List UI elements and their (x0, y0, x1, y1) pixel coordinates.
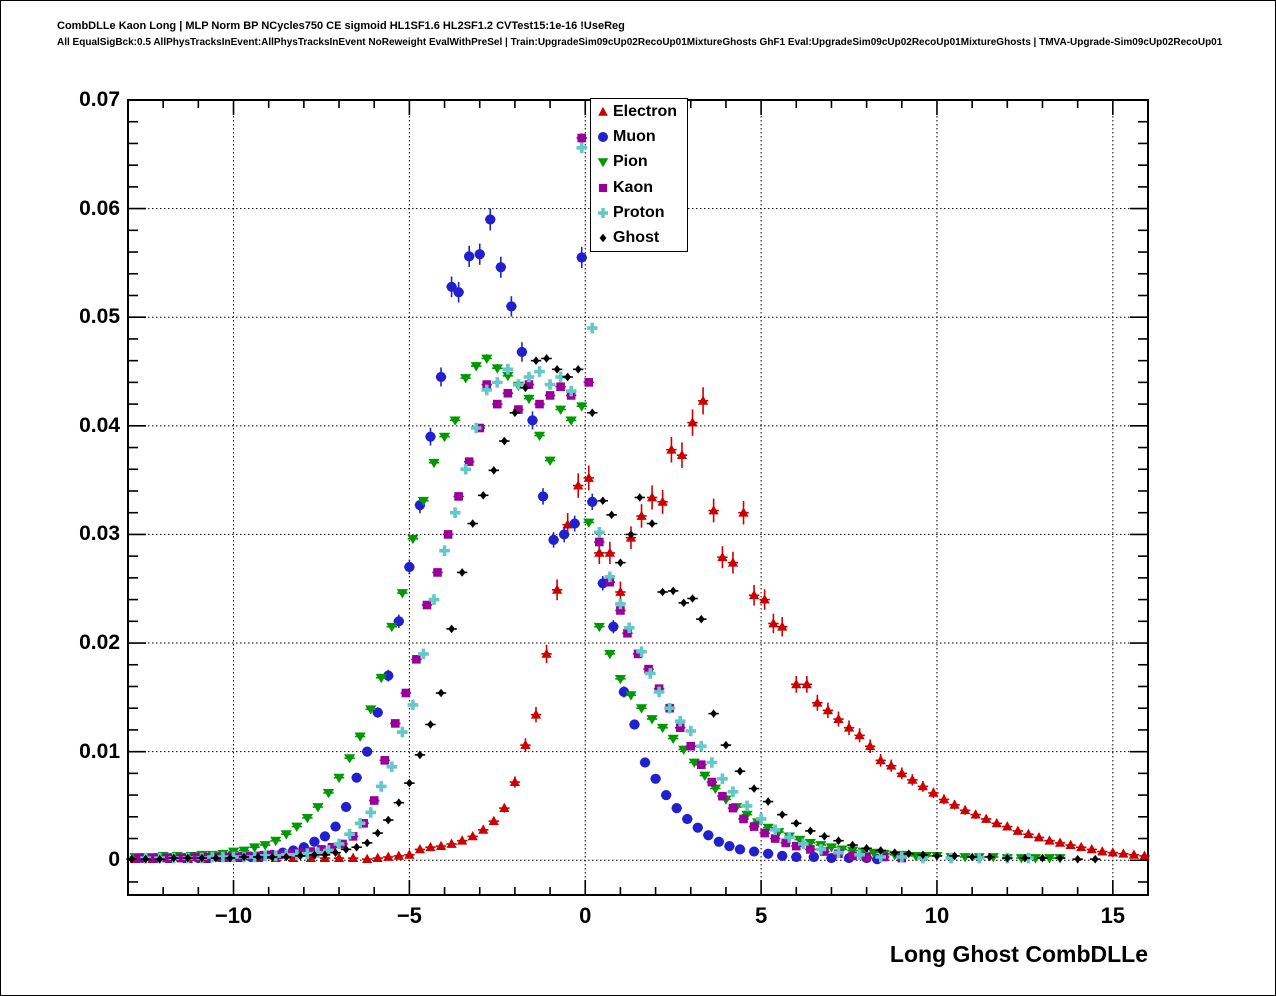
plot-title-line1: CombDLLe Kaon Long | MLP Norm BP NCycles… (57, 20, 625, 32)
y-tick-label: 0.06 (79, 196, 120, 220)
ghost-marker-icon (599, 233, 607, 243)
x-tick-label: −10 (214, 903, 253, 928)
x-tick-label: −5 (396, 903, 422, 928)
legend-label: Electron (613, 102, 678, 120)
legend-item-muon: Muon (591, 124, 687, 149)
series-electron (129, 387, 1150, 864)
legend-item-ghost: Ghost (591, 226, 687, 251)
series-kaon (133, 133, 907, 863)
muon-marker-icon (598, 131, 608, 142)
legend-label: Ghost (613, 229, 660, 247)
legend-box: Electron Muon Pion Kaon Proton Ghost (590, 98, 688, 252)
y-tick-label: 0 (108, 848, 120, 872)
y-tick-label: 0.05 (79, 305, 120, 329)
proton-marker-icon (597, 207, 609, 219)
legend-item-electron: Electron (591, 99, 687, 124)
plot-title-line2: All EqualSigBck:0.5 AllPhysTracksInEvent… (57, 37, 1223, 48)
y-tick-label: 0.02 (79, 631, 120, 655)
y-tick-label: 0.03 (79, 522, 120, 546)
series-muon (136, 208, 883, 865)
legend-item-kaon: Kaon (591, 175, 687, 200)
y-tick-label: 0.07 (79, 88, 120, 111)
series-proton (140, 142, 1034, 864)
x-tick-label: 5 (754, 903, 768, 928)
legend-label: Proton (613, 203, 665, 221)
series-ghost (126, 354, 1101, 864)
legend-label: Kaon (613, 178, 653, 196)
legend-label: Pion (613, 153, 648, 171)
x-tick-label: 15 (1100, 903, 1126, 928)
y-tick-label: 0.01 (79, 739, 120, 763)
pion-marker-icon (597, 158, 609, 168)
legend-label: Muon (613, 127, 656, 145)
x-axis-title: Long Ghost CombDLLe (889, 941, 1148, 967)
x-tick-label: 0 (579, 903, 592, 928)
kaon-marker-icon (598, 183, 608, 192)
electron-marker-icon (598, 106, 608, 116)
y-tick-label: 0.04 (79, 413, 120, 437)
gridlines (128, 99, 1148, 895)
legend-item-proton: Proton (591, 200, 687, 225)
legend-item-pion: Pion (591, 150, 687, 175)
x-tick-label: 10 (924, 903, 950, 928)
